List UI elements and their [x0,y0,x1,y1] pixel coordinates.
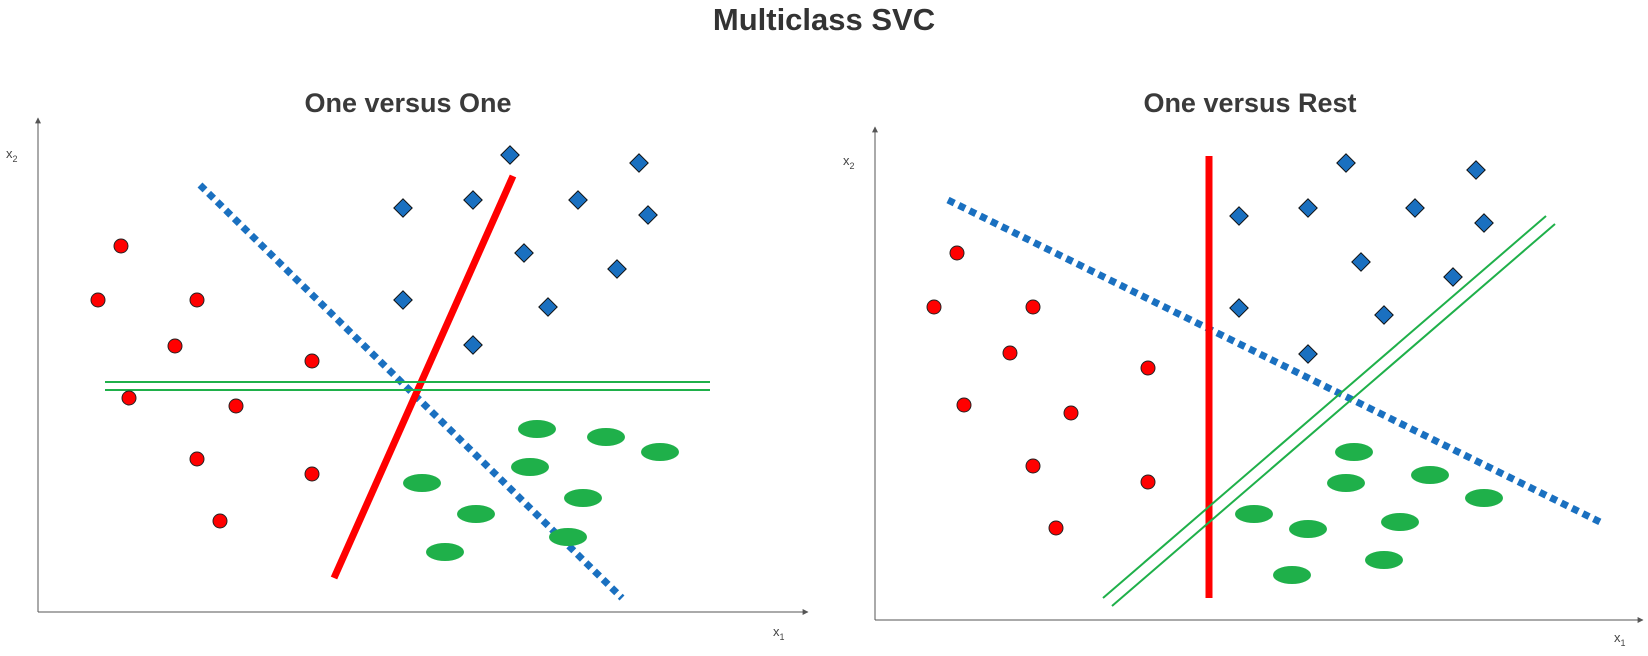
green-point [1335,443,1373,461]
blue-point [463,190,483,210]
panel-title-ovr: One versus Rest [1143,88,1356,118]
red-point [1140,474,1156,490]
blue-point [607,259,627,279]
green-point [549,528,587,546]
green-point [564,489,602,507]
red-point [949,245,965,261]
red-point [189,292,205,308]
blue-point [1474,213,1494,233]
red-point [956,397,972,413]
green-point [1327,474,1365,492]
red-boundary-ovo [330,174,517,580]
green-class-points-ovr [1235,443,1503,584]
y-axis-label-ovr: x2 [843,153,855,171]
green-point [1235,505,1273,523]
blue-point [1351,252,1371,272]
blue-point [514,243,534,263]
blue-dashed-boundary-ovo [197,182,625,601]
red-point [304,353,320,369]
blue-class-points-ovo [393,145,658,355]
red-point [1048,520,1064,536]
blue-point [1405,198,1425,218]
y-axis-label-ovo: x2 [6,146,18,164]
blue-point [463,335,483,355]
green-point [1365,551,1403,569]
green-point [426,543,464,561]
green-point [511,458,549,476]
red-point [90,292,106,308]
panel-one-vs-rest: One versus Rest x2 x1 [843,88,1644,648]
blue-point [1466,160,1486,180]
green-point [403,474,441,492]
red-point [212,513,228,529]
red-point [304,466,320,482]
green-boundary-ovr-lower [1111,223,1556,607]
panel-one-vs-one: One versus One x2 x1 [6,88,809,642]
panel-title-ovo: One versus One [304,88,511,118]
red-point [1140,360,1156,376]
red-point [189,451,205,467]
red-point [926,299,942,315]
main-title: Multiclass SVC [712,2,936,37]
green-point [1381,513,1419,531]
green-point [641,443,679,461]
blue-point [638,205,658,225]
red-point [1025,458,1041,474]
green-point [1465,489,1503,507]
green-point [1411,466,1449,484]
blue-point [393,290,413,310]
blue-point [1229,206,1249,226]
blue-point [1298,344,1318,364]
blue-class-points-ovr [1229,153,1494,364]
blue-point [500,145,520,165]
green-point [1273,566,1311,584]
green-point [587,428,625,446]
green-point [1289,520,1327,538]
red-class-points-ovo [90,238,320,529]
blue-point [629,153,649,173]
blue-point [1443,267,1463,287]
green-class-points-ovo [403,420,679,561]
green-point [457,505,495,523]
blue-point [1336,153,1356,173]
green-point [518,420,556,438]
blue-point [393,198,413,218]
red-point [1025,299,1041,315]
x-axis-label-ovo: x1 [773,624,785,642]
green-boundary-ovr-upper [1102,215,1547,599]
blue-dashed-boundary-ovr [946,196,1602,526]
red-point [113,238,129,254]
blue-point [538,297,558,317]
blue-point [568,190,588,210]
red-point [1063,405,1079,421]
blue-point [1298,198,1318,218]
blue-point [1229,298,1249,318]
red-point [121,390,137,406]
red-class-points-ovr [926,245,1156,536]
red-point [228,398,244,414]
x-axis-label-ovr: x1 [1614,630,1626,648]
red-point [1002,345,1018,361]
red-point [167,338,183,354]
blue-point [1374,305,1394,325]
